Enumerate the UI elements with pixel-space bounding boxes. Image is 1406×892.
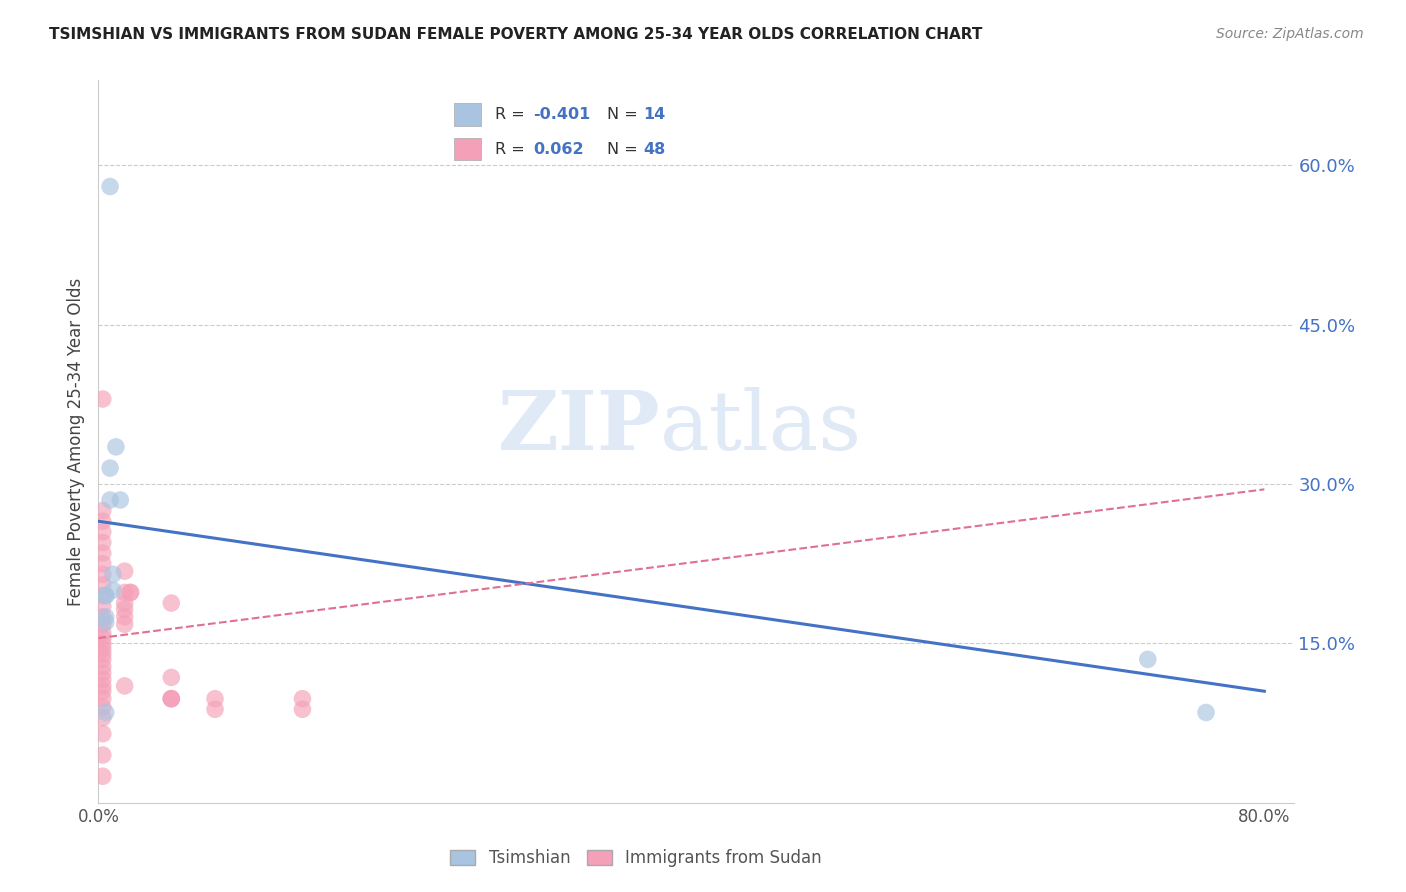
Text: TSIMSHIAN VS IMMIGRANTS FROM SUDAN FEMALE POVERTY AMONG 25-34 YEAR OLDS CORRELAT: TSIMSHIAN VS IMMIGRANTS FROM SUDAN FEMAL… — [49, 27, 983, 42]
Point — [91, 691, 114, 706]
Point — [120, 585, 142, 599]
Text: N =: N = — [607, 107, 644, 121]
Point — [160, 670, 183, 684]
Point — [91, 652, 114, 666]
Point — [91, 684, 114, 698]
Point — [291, 691, 314, 706]
Point — [94, 589, 117, 603]
Point — [91, 535, 114, 549]
Point — [114, 596, 136, 610]
Point — [110, 493, 132, 508]
Point — [91, 610, 114, 624]
Text: ZIP: ZIP — [498, 387, 661, 467]
Point — [98, 461, 121, 475]
Text: -0.401: -0.401 — [533, 107, 591, 121]
Point — [91, 636, 114, 650]
Point — [160, 596, 183, 610]
Point — [1136, 652, 1159, 666]
Point — [91, 578, 114, 592]
Point — [91, 711, 114, 725]
Bar — [454, 103, 481, 126]
Point — [91, 679, 114, 693]
Point — [91, 631, 114, 645]
Point — [114, 564, 136, 578]
Point — [91, 673, 114, 687]
Y-axis label: Female Poverty Among 25-34 Year Olds: Female Poverty Among 25-34 Year Olds — [66, 277, 84, 606]
Text: 48: 48 — [643, 142, 665, 156]
Point — [114, 610, 136, 624]
Point — [204, 702, 226, 716]
Point — [91, 666, 114, 681]
Point — [91, 747, 114, 762]
Point — [91, 557, 114, 571]
Point — [91, 392, 114, 406]
Point — [91, 617, 114, 632]
Point — [104, 440, 127, 454]
Point — [91, 524, 114, 539]
Text: 0.062: 0.062 — [533, 142, 583, 156]
Text: R =: R = — [495, 107, 530, 121]
Point — [101, 567, 124, 582]
Point — [91, 599, 114, 614]
Point — [94, 706, 117, 720]
Point — [94, 615, 117, 630]
Point — [160, 691, 183, 706]
Point — [114, 679, 136, 693]
Point — [91, 641, 114, 656]
Point — [91, 503, 114, 517]
Point — [91, 514, 114, 528]
Bar — [454, 137, 481, 161]
Point — [160, 691, 183, 706]
Legend: Tsimshian, Immigrants from Sudan: Tsimshian, Immigrants from Sudan — [444, 843, 828, 874]
Text: R =: R = — [495, 142, 530, 156]
Point — [101, 583, 124, 598]
Point — [91, 647, 114, 661]
Point — [91, 567, 114, 582]
Text: atlas: atlas — [661, 387, 862, 467]
Point — [91, 700, 114, 714]
Text: 14: 14 — [643, 107, 665, 121]
Point — [160, 691, 183, 706]
Point — [91, 625, 114, 640]
Point — [94, 589, 117, 603]
Point — [91, 546, 114, 560]
Point — [114, 585, 136, 599]
Point — [91, 660, 114, 674]
Point — [98, 493, 121, 508]
Point — [98, 179, 121, 194]
Point — [114, 617, 136, 632]
Point — [1195, 706, 1218, 720]
Point — [91, 727, 114, 741]
Point — [94, 610, 117, 624]
Point — [114, 602, 136, 616]
Text: Source: ZipAtlas.com: Source: ZipAtlas.com — [1216, 27, 1364, 41]
Point — [120, 585, 142, 599]
Point — [204, 691, 226, 706]
Point — [291, 702, 314, 716]
Point — [91, 769, 114, 783]
Text: N =: N = — [607, 142, 644, 156]
Point — [91, 589, 114, 603]
